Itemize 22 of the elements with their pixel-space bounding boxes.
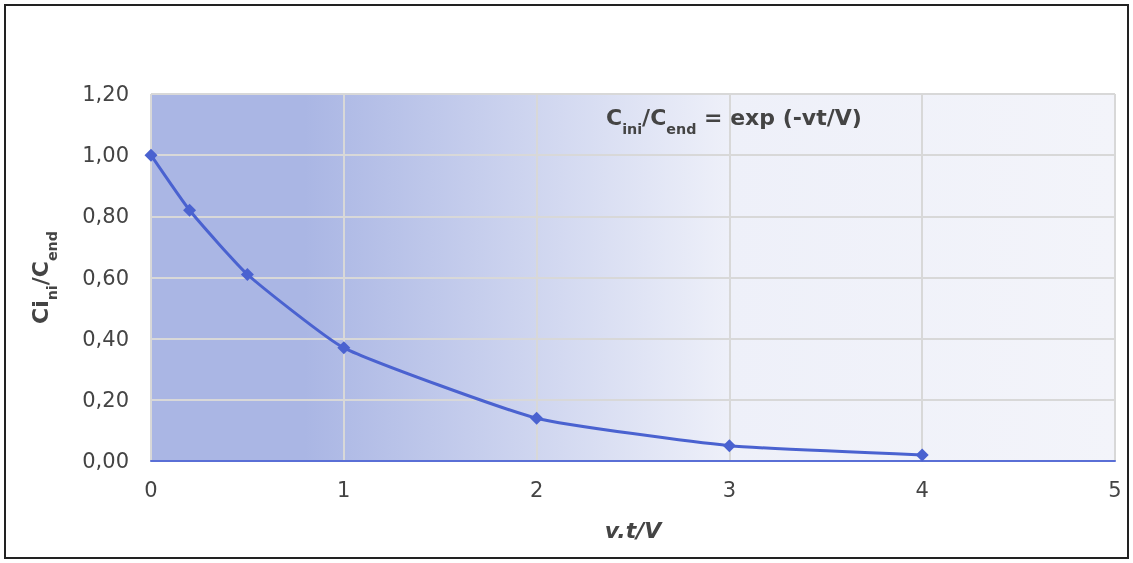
y-tick-label: 0,20 [82, 387, 129, 412]
point [183, 203, 197, 217]
y-tick-label: 0,40 [82, 326, 129, 351]
x-tick-label: 4 [915, 477, 929, 502]
point [722, 439, 736, 453]
point [530, 411, 544, 425]
x-tick-label: 1 [337, 477, 351, 502]
x-tick-label: 3 [722, 477, 737, 502]
x-tick-label: 0 [144, 477, 158, 502]
point [144, 148, 158, 162]
point [240, 267, 254, 281]
y-tick-label: 0,80 [82, 204, 129, 229]
y-axis-title: Cini/Cend [27, 230, 60, 325]
x-tick-label: 5 [1108, 477, 1122, 502]
x-tick-label: 2 [529, 477, 544, 502]
y-tick-label: 0,00 [82, 449, 129, 473]
y-tick-label: 1,00 [82, 143, 129, 168]
point [915, 448, 929, 462]
x-axis-title: v.t/V [604, 517, 664, 543]
y-tick-label: 0,60 [82, 265, 129, 290]
y-tick-label: 1,20 [82, 82, 129, 106]
point [337, 341, 351, 355]
